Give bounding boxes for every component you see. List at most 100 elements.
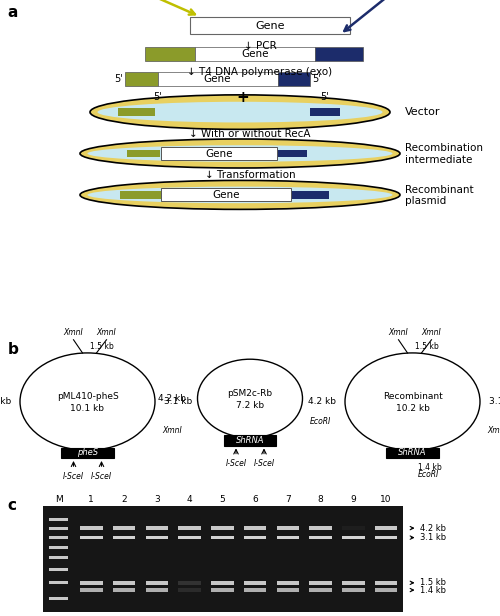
FancyBboxPatch shape xyxy=(80,588,102,592)
FancyBboxPatch shape xyxy=(190,17,350,34)
Text: Gene: Gene xyxy=(204,74,231,84)
Text: XmnI: XmnI xyxy=(422,328,442,337)
FancyBboxPatch shape xyxy=(342,588,364,592)
FancyBboxPatch shape xyxy=(161,147,277,160)
FancyBboxPatch shape xyxy=(42,506,403,612)
FancyBboxPatch shape xyxy=(310,108,340,116)
FancyBboxPatch shape xyxy=(80,536,102,540)
FancyBboxPatch shape xyxy=(276,527,299,530)
Text: ShRNA: ShRNA xyxy=(398,448,427,458)
Text: 3.1 kb: 3.1 kb xyxy=(164,397,192,406)
Text: M: M xyxy=(54,495,62,504)
Text: pheS: pheS xyxy=(77,448,98,458)
FancyBboxPatch shape xyxy=(386,448,439,458)
FancyBboxPatch shape xyxy=(49,546,68,548)
Text: 1: 1 xyxy=(88,495,94,504)
Text: I-SceI: I-SceI xyxy=(254,459,274,468)
FancyBboxPatch shape xyxy=(178,527,201,530)
Text: 2: 2 xyxy=(121,495,127,504)
Text: 9: 9 xyxy=(350,495,356,504)
Text: ShRNA: ShRNA xyxy=(236,436,264,445)
Text: I-SceI: I-SceI xyxy=(63,472,84,480)
FancyBboxPatch shape xyxy=(49,527,68,530)
FancyBboxPatch shape xyxy=(195,47,315,62)
Text: ↓ T4 DNA polymerase (exo): ↓ T4 DNA polymerase (exo) xyxy=(188,67,332,78)
Text: 1.5 kb: 1.5 kb xyxy=(420,578,446,587)
Ellipse shape xyxy=(88,145,393,162)
FancyBboxPatch shape xyxy=(118,108,155,116)
FancyBboxPatch shape xyxy=(128,150,160,157)
FancyBboxPatch shape xyxy=(310,536,332,540)
FancyBboxPatch shape xyxy=(113,536,136,540)
FancyBboxPatch shape xyxy=(145,47,195,62)
Text: I-SceI: I-SceI xyxy=(91,472,112,480)
Text: 7: 7 xyxy=(285,495,290,504)
Text: intermediate: intermediate xyxy=(405,155,472,164)
FancyBboxPatch shape xyxy=(291,191,329,199)
Text: 4.2 kb: 4.2 kb xyxy=(158,394,186,403)
FancyBboxPatch shape xyxy=(178,581,201,585)
FancyBboxPatch shape xyxy=(146,581,168,585)
Text: XmnI: XmnI xyxy=(488,426,500,436)
Text: XmnI: XmnI xyxy=(162,426,182,436)
FancyBboxPatch shape xyxy=(146,536,168,540)
Text: a: a xyxy=(8,5,18,20)
Text: 1.5 kb: 1.5 kb xyxy=(415,341,439,351)
Text: 7.2 kb: 7.2 kb xyxy=(236,401,264,410)
Text: 3.1 kb: 3.1 kb xyxy=(489,397,500,406)
Text: 1.4 kb: 1.4 kb xyxy=(420,586,446,594)
FancyBboxPatch shape xyxy=(342,536,364,540)
Text: Gene: Gene xyxy=(241,49,269,59)
Text: 6: 6 xyxy=(252,495,258,504)
Text: 4: 4 xyxy=(186,495,192,504)
FancyBboxPatch shape xyxy=(80,527,102,530)
Text: Gene: Gene xyxy=(212,190,240,200)
FancyBboxPatch shape xyxy=(49,556,68,559)
Ellipse shape xyxy=(198,359,302,438)
FancyBboxPatch shape xyxy=(146,588,168,592)
Text: ↓ PCR: ↓ PCR xyxy=(244,41,276,51)
FancyBboxPatch shape xyxy=(161,188,291,201)
Text: 10.2 kb: 10.2 kb xyxy=(396,404,430,413)
FancyBboxPatch shape xyxy=(276,581,299,585)
Ellipse shape xyxy=(80,180,400,209)
FancyBboxPatch shape xyxy=(244,536,266,540)
FancyBboxPatch shape xyxy=(310,581,332,585)
FancyBboxPatch shape xyxy=(113,581,136,585)
Text: Recombinant: Recombinant xyxy=(382,392,442,402)
Text: 1.5 kb: 1.5 kb xyxy=(90,341,114,351)
Text: 4.2 kb: 4.2 kb xyxy=(420,524,446,533)
Ellipse shape xyxy=(98,102,383,123)
Text: 5': 5' xyxy=(320,92,330,102)
Text: pSM2c-Rb: pSM2c-Rb xyxy=(228,389,272,398)
FancyBboxPatch shape xyxy=(375,527,398,530)
Text: 5.5 kb: 5.5 kb xyxy=(0,397,11,406)
Text: ↓ With or without RecA: ↓ With or without RecA xyxy=(189,129,311,139)
Text: ↓ Transformation: ↓ Transformation xyxy=(204,170,296,180)
FancyBboxPatch shape xyxy=(49,518,68,521)
Text: 8: 8 xyxy=(318,495,324,504)
Ellipse shape xyxy=(80,139,400,168)
Text: Gene: Gene xyxy=(206,148,233,158)
Text: Recombinant: Recombinant xyxy=(405,185,473,195)
Text: +: + xyxy=(236,90,249,105)
Text: 1.4 kb: 1.4 kb xyxy=(418,463,442,472)
Text: Recombination: Recombination xyxy=(405,144,483,153)
FancyBboxPatch shape xyxy=(244,581,266,585)
FancyBboxPatch shape xyxy=(342,527,364,530)
FancyBboxPatch shape xyxy=(178,536,201,540)
Text: 5': 5' xyxy=(312,74,321,84)
FancyBboxPatch shape xyxy=(113,588,136,592)
Text: Gene: Gene xyxy=(256,20,285,31)
Text: 10.1 kb: 10.1 kb xyxy=(70,404,104,413)
Text: Vector: Vector xyxy=(405,107,440,117)
FancyBboxPatch shape xyxy=(178,588,201,592)
FancyBboxPatch shape xyxy=(211,527,234,530)
FancyBboxPatch shape xyxy=(211,588,234,592)
FancyBboxPatch shape xyxy=(244,527,266,530)
Text: XmnI: XmnI xyxy=(96,328,116,337)
FancyBboxPatch shape xyxy=(276,588,299,592)
FancyBboxPatch shape xyxy=(49,536,68,539)
FancyBboxPatch shape xyxy=(375,536,398,540)
FancyBboxPatch shape xyxy=(278,150,306,157)
